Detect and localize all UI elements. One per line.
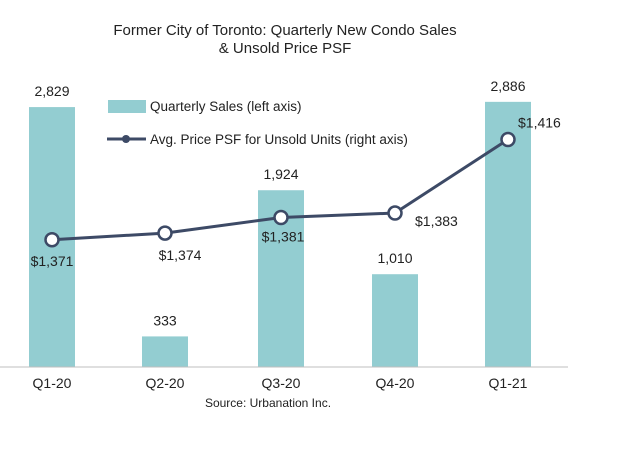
- bars: 2,829 333 1,924 1,010 2,886: [29, 78, 531, 367]
- bar-label-Q1-20: 2,829: [34, 83, 69, 99]
- x-axis-ticks: Q1-20 Q2-20 Q3-20 Q4-20 Q1-21: [33, 375, 528, 391]
- legend-label-line: Avg. Price PSF for Unsold Units (right a…: [150, 132, 408, 147]
- x-tick-label: Q1-21: [489, 375, 528, 391]
- line-label-Q1-21: $1,416: [518, 114, 561, 130]
- line-point-Q1-20: [44, 232, 60, 248]
- legend-swatch-marker: [122, 135, 130, 143]
- bar-Q4-20: [372, 274, 418, 367]
- x-tick-label: Q3-20: [262, 375, 301, 391]
- bar-label-Q2-20: 333: [153, 312, 177, 328]
- line-point-Q3-20: [273, 209, 289, 226]
- bar-label-Q3-20: 1,924: [263, 166, 298, 182]
- bar-label-Q4-20: 1,010: [377, 250, 412, 266]
- legend-swatch-bars: [108, 100, 146, 113]
- line-label-Q3-20: $1,381: [262, 228, 305, 244]
- chart-title-line-2: & Unsold Price PSF: [219, 40, 352, 57]
- line-point-Q2-20: [157, 225, 173, 241]
- line-label-Q1-20: $1,371: [31, 253, 74, 269]
- x-tick-label: Q4-20: [376, 375, 415, 391]
- legend: Quarterly Sales (left axis) Avg. Price P…: [107, 99, 408, 147]
- x-tick-label: Q1-20: [33, 375, 72, 391]
- chart-title-line-1: Former City of Toronto: Quarterly New Co…: [113, 22, 456, 39]
- line-label-Q2-20: $1,374: [159, 247, 202, 263]
- line-label-Q4-20: $1,383: [415, 213, 458, 229]
- source-note: Source: Urbanation Inc.: [205, 396, 331, 410]
- price-line-series: $1,371 $1,374 $1,381 $1,383 $1,416: [31, 114, 561, 268]
- legend-label-bars: Quarterly Sales (left axis): [150, 99, 302, 114]
- bar-Q2-20: [142, 336, 188, 367]
- x-tick-label: Q2-20: [146, 375, 185, 391]
- bar-label-Q1-21: 2,886: [490, 78, 525, 94]
- line-point-Q1-21: [500, 131, 516, 148]
- line-point-Q4-20: [387, 205, 403, 221]
